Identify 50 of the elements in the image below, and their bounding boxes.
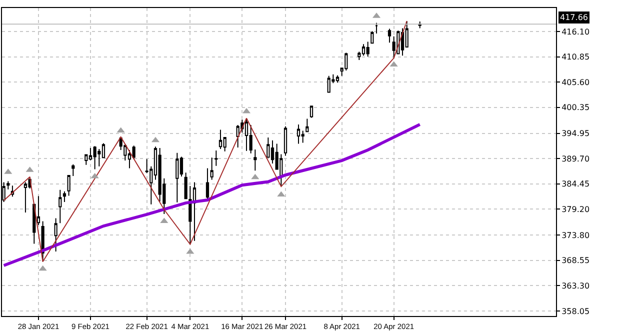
candlestick <box>93 146 96 170</box>
point <box>390 61 398 67</box>
ref-line-label: 417.66 <box>560 13 588 22</box>
candlestick <box>176 152 179 203</box>
y-tick-label: 363.30 <box>562 281 590 290</box>
candlestick <box>24 182 28 214</box>
candlestick <box>54 218 58 252</box>
candlestick <box>370 30 374 44</box>
point <box>90 172 99 178</box>
candlestick <box>62 190 66 202</box>
candlestick <box>388 28 392 44</box>
candlestick <box>336 74 340 84</box>
candlestick <box>206 168 210 200</box>
y-tick-label: 368.55 <box>562 256 590 266</box>
candlestick <box>310 105 314 118</box>
candlestick <box>327 75 330 94</box>
candlestick <box>362 44 366 56</box>
candlestick <box>188 186 192 245</box>
candlestick <box>214 150 218 166</box>
candlestick <box>58 189 62 224</box>
line-series <box>3 20 408 262</box>
candlestick <box>254 148 257 172</box>
candlestick <box>366 41 370 58</box>
y-tick-label: 400.35 <box>562 103 590 112</box>
candlestick <box>296 124 300 144</box>
candlestick <box>244 118 248 152</box>
candlestick <box>72 164 75 176</box>
point <box>186 248 194 254</box>
candlestick <box>67 174 70 196</box>
candlestick <box>284 126 288 156</box>
candlestick <box>218 129 222 150</box>
y-tick-label: 410.85 <box>562 52 590 62</box>
candlestick <box>306 118 309 132</box>
candlestick <box>6 180 10 190</box>
y-tick-label: 384.45 <box>562 180 590 189</box>
y-tick-label: 373.80 <box>562 230 590 240</box>
point <box>251 174 260 180</box>
candlestick <box>184 172 188 200</box>
candlestick <box>192 182 196 242</box>
candlestick <box>374 22 378 34</box>
line-series <box>2 122 422 267</box>
candlestick <box>249 124 252 154</box>
y-tick-label: 379.20 <box>562 204 590 214</box>
candlestick <box>210 157 214 180</box>
y-tick-label: 358.05 <box>562 306 590 316</box>
y-tick-label: 416.10 <box>562 27 590 36</box>
y-tick-label: 405.60 <box>562 78 590 87</box>
y-tick-label: 389.70 <box>562 154 590 164</box>
y-tick-label: 394.95 <box>562 129 590 138</box>
point <box>38 265 47 271</box>
